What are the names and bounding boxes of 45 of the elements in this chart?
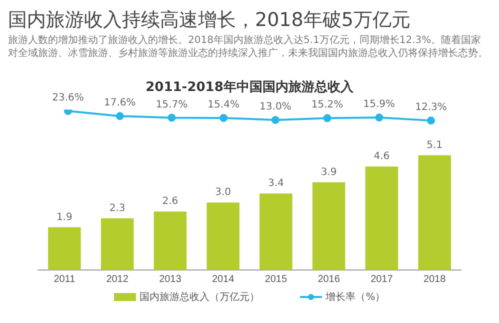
bar [154, 211, 187, 270]
x-tick-label: 2011 [54, 274, 76, 285]
x-tick-label: 2018 [423, 274, 446, 285]
data-label: 1.9 [56, 212, 72, 223]
point [168, 114, 176, 122]
point [323, 114, 332, 122]
point [271, 116, 280, 124]
bar [418, 155, 451, 270]
x-tick-label: 2015 [264, 274, 288, 285]
data-label: 5.1 [426, 140, 443, 151]
data-label: 15.2% [311, 100, 344, 111]
point [116, 112, 124, 120]
x-tick-label: 2013 [159, 274, 182, 285]
data-label: 3.0 [215, 187, 232, 198]
legend-label: 国内旅游总收入（万亿元） [140, 290, 260, 304]
data-label: 15.9% [363, 99, 396, 110]
data-label: 23.6% [52, 92, 84, 104]
x-tick-label: 2012 [106, 274, 129, 285]
point [375, 114, 384, 122]
data-label: 3.9 [320, 166, 337, 178]
data-label: 2.3 [109, 202, 126, 214]
x-tick-label: 2016 [318, 274, 340, 285]
data-label: 12.3% [415, 102, 447, 114]
chart-title: 2011-2018年中国国内旅游总收入 [146, 79, 354, 96]
data-label: 13.0% [260, 102, 292, 113]
point [64, 110, 72, 116]
bar [260, 193, 292, 270]
data-label: 15.7% [156, 99, 188, 110]
bar [100, 218, 134, 270]
bar [48, 227, 81, 270]
data-label: 3.4 [268, 178, 284, 190]
data-label: 2.6 [162, 196, 178, 208]
text: 旅游人数的增加推动了旅游收入的增长。2018年国内旅游总收入达5.1万亿元，同期增长12.3%。随着国家对全域旅游、冰雪旅游、乡村旅游等旅游业态的持续深入推广，未来我国国内旅游总收入仍将保持增长态势。 [8, 34, 489, 60]
point [427, 116, 435, 125]
data-label: 15.4% [208, 100, 240, 111]
text: 国内旅游收入持续高速增长，2018年破5万亿元 [8, 8, 412, 32]
data-label: 17.6% [104, 98, 136, 109]
point [220, 114, 228, 122]
bar [312, 182, 346, 270]
legend-label: 增长率（%） [326, 290, 386, 304]
bar [365, 166, 398, 270]
x-tick-label: 2014 [212, 274, 235, 285]
data-label: 4.6 [374, 151, 390, 162]
bar [206, 202, 240, 270]
x-tick-label: 2017 [370, 274, 394, 285]
